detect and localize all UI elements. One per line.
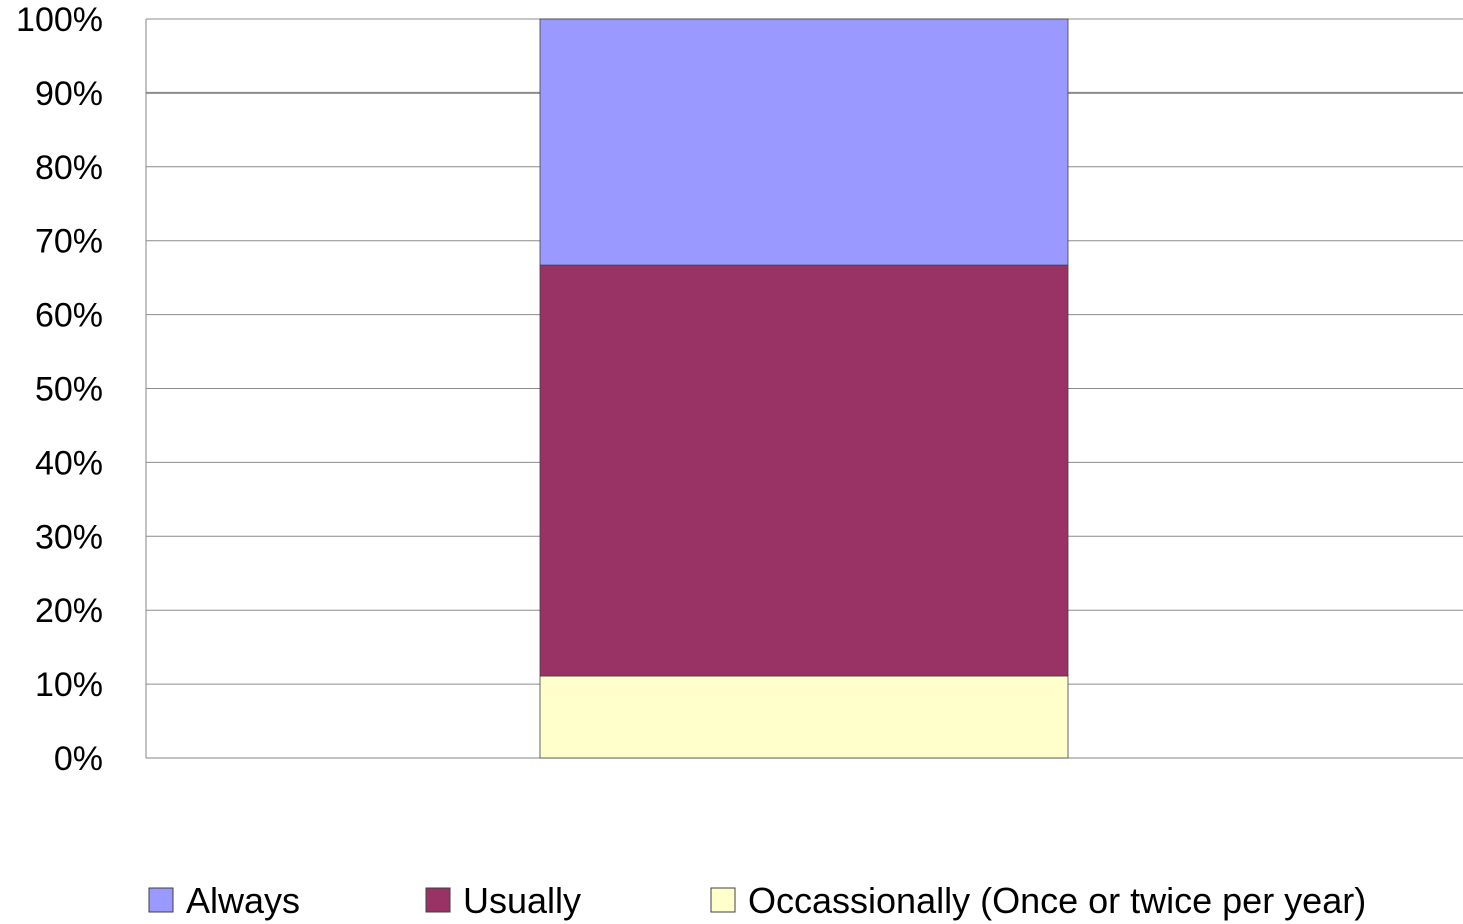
- y-tick-label: 60%: [35, 297, 103, 335]
- legend-label: Always: [186, 880, 300, 921]
- y-tick-label: 40%: [35, 444, 103, 482]
- bar-segment-occassionally: [539, 675, 1069, 759]
- y-axis: 0% 10% 20% 30% 40% 50% 60% 70% 80% 90% 100%: [16, 1, 147, 778]
- y-tick-label: 100%: [16, 1, 103, 39]
- y-tick-label: 80%: [35, 149, 103, 187]
- legend-label: Usually: [463, 880, 581, 921]
- legend: Always Usually Occassionally (Once or twic…: [148, 880, 1366, 921]
- bar-segments: [539, 18, 1069, 759]
- legend-label: Occassionally (Once or twice per year): [748, 880, 1366, 921]
- y-tick-label: 50%: [35, 371, 103, 409]
- legend-swatch: [148, 887, 174, 913]
- bar-segment-usually: [539, 264, 1069, 677]
- y-tick-label: 30%: [35, 518, 103, 556]
- legend-swatch: [710, 887, 736, 913]
- legend-swatch: [425, 887, 451, 913]
- y-tick-label: 70%: [35, 223, 103, 261]
- y-tick-label: 90%: [35, 75, 103, 113]
- bar-segment-always: [539, 18, 1069, 266]
- y-tick-label: 0%: [54, 740, 103, 778]
- y-tick-label: 10%: [35, 666, 103, 704]
- y-tick-label: 20%: [35, 592, 103, 630]
